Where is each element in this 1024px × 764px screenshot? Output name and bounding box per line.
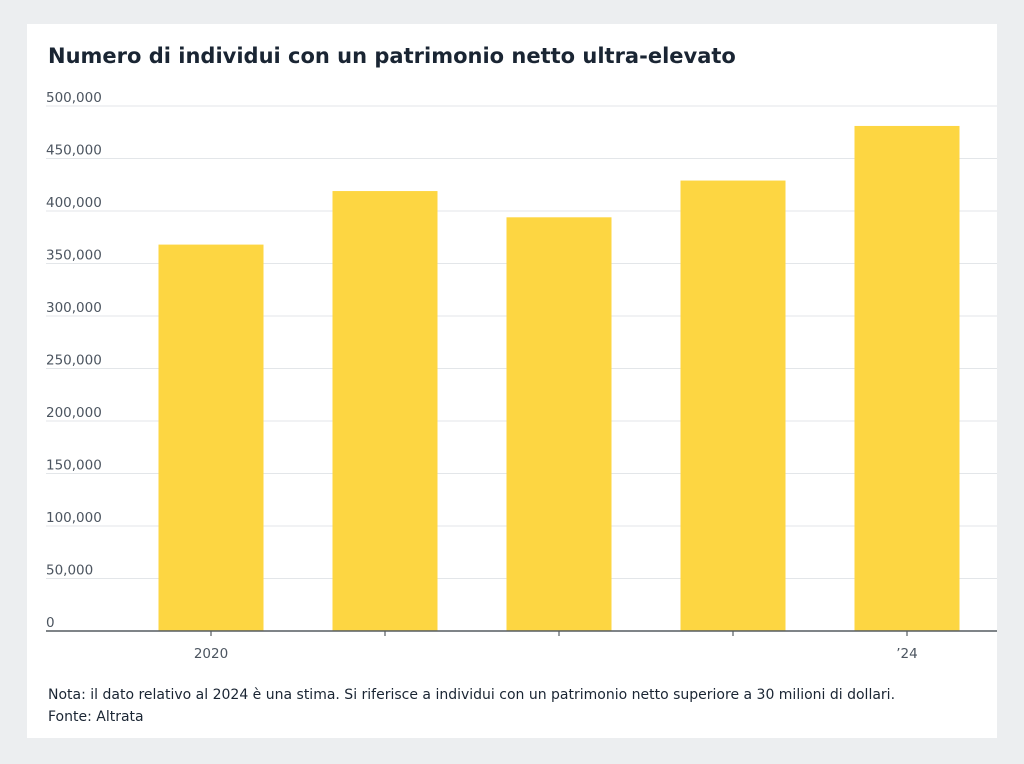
bar [332,191,438,632]
y-tick-label: 200,000 [46,405,102,421]
bar [158,244,264,631]
y-axis-labels: 0 50,000 100,000 150,000 200,000 250,000 300,0… [46,90,102,631]
bar [854,125,960,631]
chart-card: Numero di individui con un patrimonio ne… [27,24,997,738]
y-tick-label: 400,000 [46,195,102,211]
y-tick-label: 250,000 [46,353,102,369]
x-axis [46,630,997,636]
chart-footnote: Nota: il dato relativo al 2024 è una sti… [48,684,895,728]
y-tick-label: 150,000 [46,458,102,474]
chart-title: Numero di individui con un patrimonio ne… [48,44,736,68]
bar [506,217,612,632]
bar [680,180,786,632]
y-tick-label: 300,000 [46,300,102,316]
bar-chart: 0 50,000 100,000 150,000 200,000 250,000 300,0… [46,90,997,662]
y-tick-label: 50,000 [46,563,93,579]
x-tick-label: 2020 [194,646,228,662]
y-tick-label: 0 [46,615,55,631]
x-tick-label: ’24 [896,646,917,662]
y-tick-label: 100,000 [46,510,102,526]
x-axis-labels: 2020 ’24 [194,646,918,662]
y-tick-label: 450,000 [46,143,102,159]
y-tick-label: 350,000 [46,248,102,264]
bars [158,125,960,632]
y-tick-label: 500,000 [46,90,102,106]
source-text: Fonte: Altrata [48,709,144,725]
note-text: Nota: il dato relativo al 2024 è una sti… [48,687,896,703]
